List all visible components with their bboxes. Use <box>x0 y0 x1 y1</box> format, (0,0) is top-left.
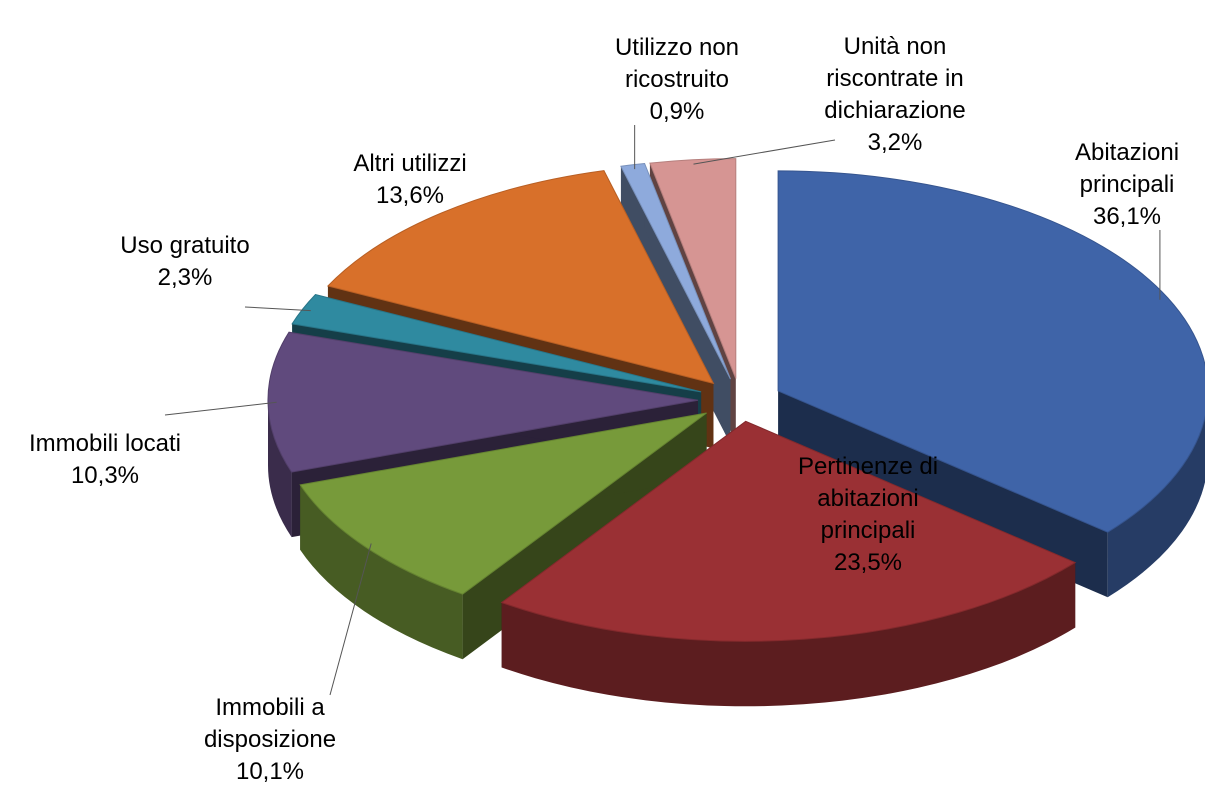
slice-label: Pertinenze di abitazioni principali 23,5% <box>768 445 968 585</box>
slice-label: Immobili locati 10,3% <box>0 390 215 530</box>
label-text: Uso gratuito 2,3% <box>120 230 249 294</box>
value-label: 10,3% <box>70 462 140 489</box>
label-box: Immobili a disposizione 10,1% <box>170 670 370 796</box>
category-label: Pertinenze di abitazioni principali <box>797 453 939 544</box>
slice <box>291 293 702 393</box>
value-label: 3,2% <box>867 129 923 156</box>
label-text: Immobili locati 10,3% <box>29 428 181 492</box>
value-label: 13,6% <box>375 182 445 209</box>
label-box: Altri utilizzi 13,6% <box>310 110 510 250</box>
label-text: Utilizzo non ricostruito 0,9% <box>577 32 777 128</box>
leader-line <box>164 401 277 416</box>
category-label: Unità non riscontrate in dichiarazione <box>824 33 966 124</box>
category-label: Immobili locati <box>28 430 182 457</box>
category-label: Altri utilizzi <box>353 150 467 177</box>
category-label: Utilizzo non ricostruito <box>614 34 740 93</box>
slice <box>777 170 1205 533</box>
slice-label: Abitazioni principali 36,1% <box>1027 115 1205 255</box>
slice-wall <box>300 484 463 660</box>
slice <box>500 420 1077 642</box>
label-box: Pertinenze di abitazioni principali 23,5% <box>768 445 968 585</box>
slice <box>299 412 707 595</box>
leader-line <box>693 139 836 165</box>
category-label: Abitazioni principali <box>1074 139 1180 198</box>
label-box: Uso gratuito 2,3% <box>85 192 285 332</box>
value-label: 10,1% <box>235 758 305 785</box>
category-label: Immobili a disposizione <box>203 694 337 753</box>
label-text: Pertinenze di abitazioni principali 23,5% <box>768 451 968 579</box>
slice-wall <box>268 400 292 538</box>
label-text: Immobili a disposizione 10,1% <box>170 692 370 788</box>
slice <box>649 158 737 379</box>
label-box: Utilizzo non ricostruito 0,9% <box>577 10 777 150</box>
label-text: Unità non riscontrate in dichiarazione 3,… <box>795 31 995 159</box>
label-box: Unità non riscontrate in dichiarazione 3,… <box>795 25 995 165</box>
value-label: 36,1% <box>1092 203 1162 230</box>
slice-wall <box>1107 417 1205 598</box>
leader-line <box>244 306 311 312</box>
slice-label: Uso gratuito 2,3% <box>85 192 285 332</box>
value-label: 2,3% <box>157 264 213 291</box>
slice-label: Immobili a disposizione 10,1% <box>170 670 370 796</box>
label-box: Abitazioni principali 36,1% <box>1027 115 1205 255</box>
slice-label: Utilizzo non ricostruito 0,9% <box>577 10 777 150</box>
slice-label: Altri utilizzi 13,6% <box>310 110 510 250</box>
label-text: Abitazioni principali 36,1% <box>1027 137 1205 233</box>
label-text: Altri utilizzi 13,6% <box>353 148 466 212</box>
leader-line <box>329 543 372 696</box>
slice <box>620 162 731 380</box>
slice <box>267 331 699 473</box>
slice-label: Unità non riscontrate in dichiarazione 3,… <box>795 25 995 165</box>
label-box: Immobili locati 10,3% <box>0 390 215 530</box>
slice-wall <box>501 562 1076 707</box>
slice <box>326 170 715 385</box>
value-label: 23,5% <box>833 549 903 576</box>
category-label: Uso gratuito <box>120 232 250 259</box>
value-label: 0,9% <box>649 98 705 125</box>
